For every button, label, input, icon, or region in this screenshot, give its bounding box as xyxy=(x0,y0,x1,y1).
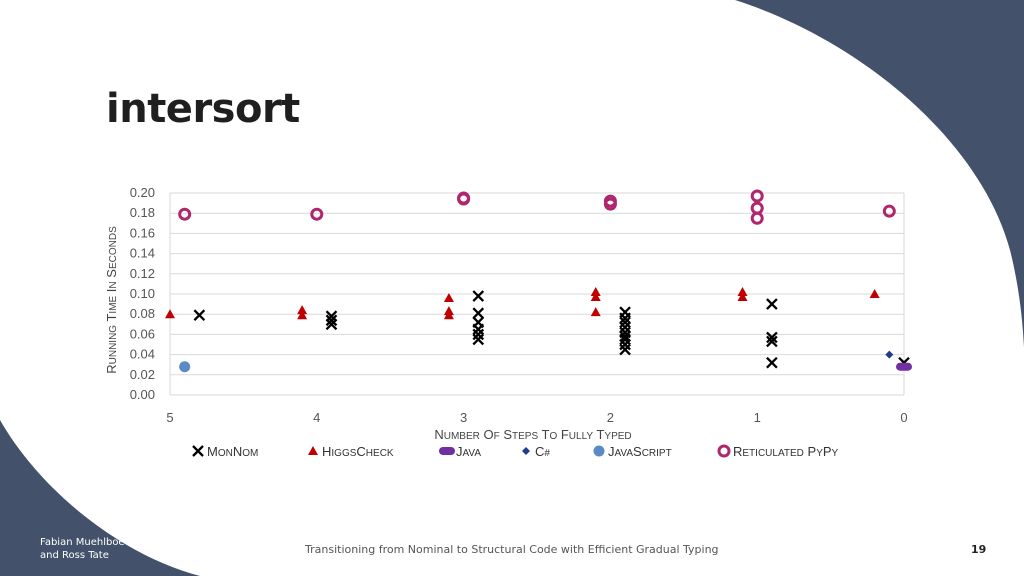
y-tick-label: 0.10 xyxy=(130,286,155,301)
authors-line-1: Fabian Muehlboeck xyxy=(40,537,136,548)
point-reticulated-pypy xyxy=(178,207,192,221)
point-monnom xyxy=(472,307,485,320)
point-monnom xyxy=(619,343,631,356)
point-monnom xyxy=(766,356,778,369)
authors-line-2: and Ross Tate xyxy=(40,550,109,561)
point-higgscheck xyxy=(590,292,601,302)
point-reticulated-pypy xyxy=(750,201,764,215)
legend-item-c: C# xyxy=(522,444,550,459)
point-higgscheck xyxy=(869,289,880,298)
point-higgscheck xyxy=(443,293,454,303)
point-reticulated-pypy xyxy=(882,204,896,218)
point-higgscheck xyxy=(590,307,601,317)
legend-label: JAVASCRIPT xyxy=(608,444,672,459)
point-higgscheck xyxy=(297,305,308,315)
legend-marker xyxy=(439,447,455,455)
chart-legend: MONNOM HIGGSCHECK JAVA C# JAVASCRIPT RETICULA… xyxy=(192,444,839,459)
legend-item-reticulated-pypy: RETICULATED PYPY xyxy=(717,444,839,459)
point-monnom xyxy=(325,314,338,327)
y-tick-label: 0.16 xyxy=(130,225,155,240)
legend-marker xyxy=(593,445,605,457)
legend-label: C# xyxy=(535,444,550,459)
y-tick-label: 0.06 xyxy=(130,326,155,341)
footer-text: Transitioning from Nominal to Structural… xyxy=(305,543,719,556)
x-tick-label: 4 xyxy=(313,410,320,425)
point-higgscheck xyxy=(443,310,454,320)
point-higgscheck xyxy=(737,292,748,302)
point-monnom xyxy=(766,331,778,344)
legend-item-monnom: MONNOM xyxy=(192,444,258,459)
legend-marker xyxy=(192,445,204,457)
y-tick-label: 0.04 xyxy=(130,347,155,362)
point-monnom xyxy=(193,309,206,322)
point-reticulated-pypy xyxy=(310,207,324,221)
x-tick-label: 2 xyxy=(607,410,614,425)
page-number: 19 xyxy=(971,543,987,556)
point-higgscheck xyxy=(737,286,748,296)
point-higgscheck xyxy=(590,286,601,296)
point-higgscheck xyxy=(297,310,308,320)
point-c xyxy=(885,350,894,359)
legend-marker xyxy=(522,447,530,455)
chart-grid xyxy=(169,192,905,396)
point-monnom xyxy=(619,312,631,325)
chart-points xyxy=(165,189,912,373)
y-tick-label: 0.08 xyxy=(130,306,155,321)
legend-item-java: JAVA xyxy=(439,444,481,459)
y-axis-label: RUNNING TIME IN SECONDS xyxy=(104,226,119,374)
legend-label: HIGGSCHECK xyxy=(322,444,394,459)
legend-item-higgscheck: HIGGSCHECK xyxy=(308,444,394,459)
x-axis-ticks: 5 4 3 2 1 0 xyxy=(166,410,907,425)
x-tick-label: 0 xyxy=(900,410,907,425)
x-axis-label: NUMBER OF STEPS TO FULLY TYPED xyxy=(434,427,631,442)
x-tick-label: 5 xyxy=(166,410,173,425)
point-monnom xyxy=(766,298,778,310)
point-monnom xyxy=(766,335,778,348)
y-tick-label: 0.14 xyxy=(130,246,155,261)
point-higgscheck xyxy=(165,309,175,319)
point-monnom xyxy=(472,290,485,302)
point-reticulated-pypy xyxy=(603,197,617,211)
authors: Fabian Muehlboeck and Ross Tate xyxy=(40,536,136,562)
y-tick-label: 0.00 xyxy=(130,387,155,402)
point-monnom xyxy=(472,333,485,346)
point-javascript xyxy=(179,361,191,373)
y-tick-label: 0.12 xyxy=(130,266,155,281)
legend-marker xyxy=(717,444,731,458)
slide-title: intersort xyxy=(106,86,300,132)
x-tick-label: 1 xyxy=(754,410,761,425)
y-tick-label: 0.20 xyxy=(130,185,155,200)
legend-label: RETICULATED PYPY xyxy=(733,444,839,459)
x-tick-label: 3 xyxy=(460,410,467,425)
point-reticulated-pypy xyxy=(750,211,764,225)
y-tick-label: 0.02 xyxy=(130,367,155,382)
point-reticulated-pypy xyxy=(750,189,764,203)
y-axis-ticks: 0.00 0.02 0.04 0.06 0.08 0.10 0.12 0.14 0.16 0.18… xyxy=(130,185,155,402)
legend-label: JAVA xyxy=(456,444,481,459)
point-reticulated-pypy xyxy=(457,192,471,206)
legend-marker xyxy=(308,446,318,455)
point-java xyxy=(896,362,912,371)
y-tick-label: 0.18 xyxy=(130,205,155,220)
legend-item-javascript: JAVASCRIPT xyxy=(593,444,672,459)
legend-label: MONNOM xyxy=(207,444,258,459)
point-monnom xyxy=(325,318,338,331)
